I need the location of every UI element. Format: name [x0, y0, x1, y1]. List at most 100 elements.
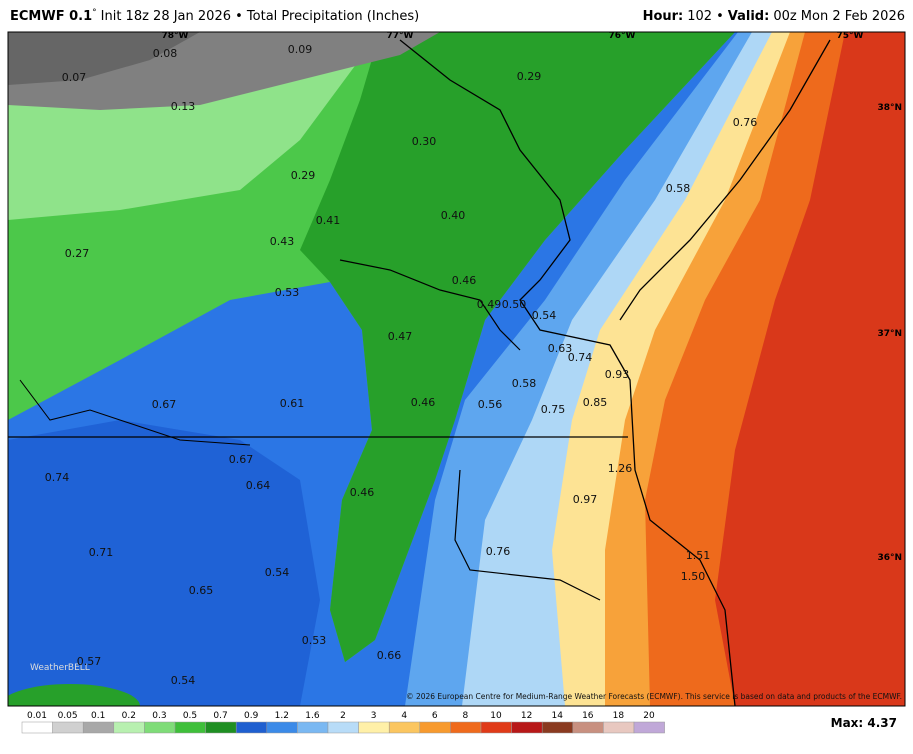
value-label: 0.07 [62, 71, 87, 84]
colorbar-label: 1.6 [305, 711, 320, 721]
value-label: 0.71 [89, 546, 114, 559]
value-label: 0.97 [573, 493, 598, 506]
lat-label: 38°N [877, 103, 902, 113]
colorbar-cell [205, 721, 237, 734]
lat-label: 37°N [877, 329, 902, 339]
value-label: 0.58 [512, 377, 537, 390]
colorbar-label: 16 [582, 711, 594, 721]
value-label: 0.74 [45, 471, 70, 484]
value-label: 0.93 [605, 368, 630, 381]
colorbar-cell [82, 721, 115, 734]
colorbar-label: 18 [613, 711, 625, 721]
map-frame [7, 31, 906, 707]
colorbar-cell [174, 721, 206, 734]
value-label: 0.53 [275, 286, 300, 299]
colorbar-label: 3 [371, 711, 377, 721]
value-label: 0.57 [77, 655, 102, 668]
colorbar-label: 0.01 [27, 711, 47, 721]
value-label: 0.29 [291, 169, 316, 182]
lon-label: 75°W [837, 31, 864, 41]
value-label: 0.46 [452, 274, 477, 287]
colorbar-label: 6 [432, 711, 438, 721]
colorbar-label: 20 [643, 711, 655, 721]
value-label: 0.09 [288, 43, 313, 56]
copyright: © 2026 European Centre for Medium-Range … [406, 692, 902, 701]
map: WeatherBELL © 2026 European Centre for M… [7, 31, 906, 707]
delmarva-coast [619, 39, 831, 321]
colorbar-label: 1.2 [275, 711, 289, 721]
colorbar-cell [633, 721, 665, 734]
colorbar-cell [480, 721, 512, 734]
hour: 102 [687, 9, 712, 24]
colorbar-cell [603, 721, 635, 734]
river [339, 259, 521, 351]
value-label: 0.08 [153, 47, 178, 60]
colorbar-cell [388, 721, 421, 734]
value-label: 0.75 [541, 403, 566, 416]
value-label: 0.65 [189, 584, 214, 597]
value-label: 1.26 [608, 462, 633, 475]
value-label: 0.67 [229, 453, 254, 466]
valid-label: Valid: [728, 9, 770, 24]
lat-label: 36°N [877, 553, 902, 563]
header-right: Hour: 102 • Valid: 00z Mon 2 Feb 2026 [643, 9, 905, 24]
colorbar-cell [144, 721, 176, 734]
lon-label: 77°W [387, 31, 414, 41]
value-label: 1.50 [681, 570, 706, 583]
hour-label: Hour: [643, 9, 684, 24]
value-label: 0.47 [388, 330, 413, 343]
colorbar-cell [358, 721, 390, 734]
value-label: 0.67 [152, 398, 177, 411]
colorbar-label: 2 [340, 711, 346, 721]
value-label: 0.40 [441, 209, 466, 222]
field-dark-gray [8, 32, 200, 85]
value-label: 0.41 [316, 214, 341, 227]
value-label: 0.76 [733, 116, 758, 129]
colorbar-label: 0.2 [122, 711, 136, 721]
field-dark-blue [8, 420, 320, 706]
value-label: 0.74 [568, 351, 593, 364]
value-label: 1.51 [686, 549, 711, 562]
colorbar-cell [21, 721, 53, 734]
colorbar-label: 14 [551, 711, 563, 721]
value-label: 0.85 [583, 396, 608, 409]
colorbar-label: 0.9 [244, 711, 259, 721]
coastline [399, 39, 736, 706]
colorbar-label: 0.05 [58, 711, 78, 721]
colorbar-cell [450, 721, 482, 734]
colorbar-cell [113, 721, 145, 734]
value-label: 0.46 [350, 486, 375, 499]
colorbar-cell [327, 721, 359, 734]
value-label: 0.56 [478, 398, 503, 411]
lake [19, 379, 251, 446]
colorbar-cell [572, 721, 604, 734]
logo: WeatherBELL [30, 663, 90, 673]
value-label: 0.58 [666, 182, 691, 195]
max: Max: 4.37 [831, 716, 897, 730]
sep: • [716, 9, 724, 24]
colorbar: 0.01 0.05 0.1 0.2 0.3 0.5 0.7 0.9 1.2 1.6 2 3 4 6 8 10 1… [21, 711, 665, 734]
header-left: ECMWF 0.1° Init 18z 28 Jan 2026 • Total P… [10, 8, 419, 24]
value-label: 0.27 [65, 247, 90, 260]
value-label: 0.61 [280, 397, 305, 410]
value-label: 0.63 [548, 342, 573, 355]
colorbar-cell [52, 721, 84, 734]
value-label: 0.76 [486, 545, 511, 558]
lon-label: 76°W [609, 31, 636, 41]
lon-label: 78°W [162, 31, 189, 41]
colorbar-label: 0.5 [183, 711, 197, 721]
colorbar-label: 12 [521, 711, 532, 721]
colorbar-cell [419, 721, 451, 734]
value-label: 0.29 [517, 70, 542, 83]
colorbar-cell [297, 721, 329, 734]
colorbar-label: 8 [463, 711, 469, 721]
value-label: 0.30 [412, 135, 437, 148]
value-label: 0.50 [502, 298, 527, 311]
colorbar-label: 10 [490, 711, 502, 721]
value-label: 0.66 [377, 649, 402, 662]
valid: 00z Mon 2 Feb 2026 [773, 9, 905, 24]
sound [454, 469, 601, 601]
colorbar-label: 0.7 [213, 711, 227, 721]
value-label: 0.54 [171, 674, 196, 687]
